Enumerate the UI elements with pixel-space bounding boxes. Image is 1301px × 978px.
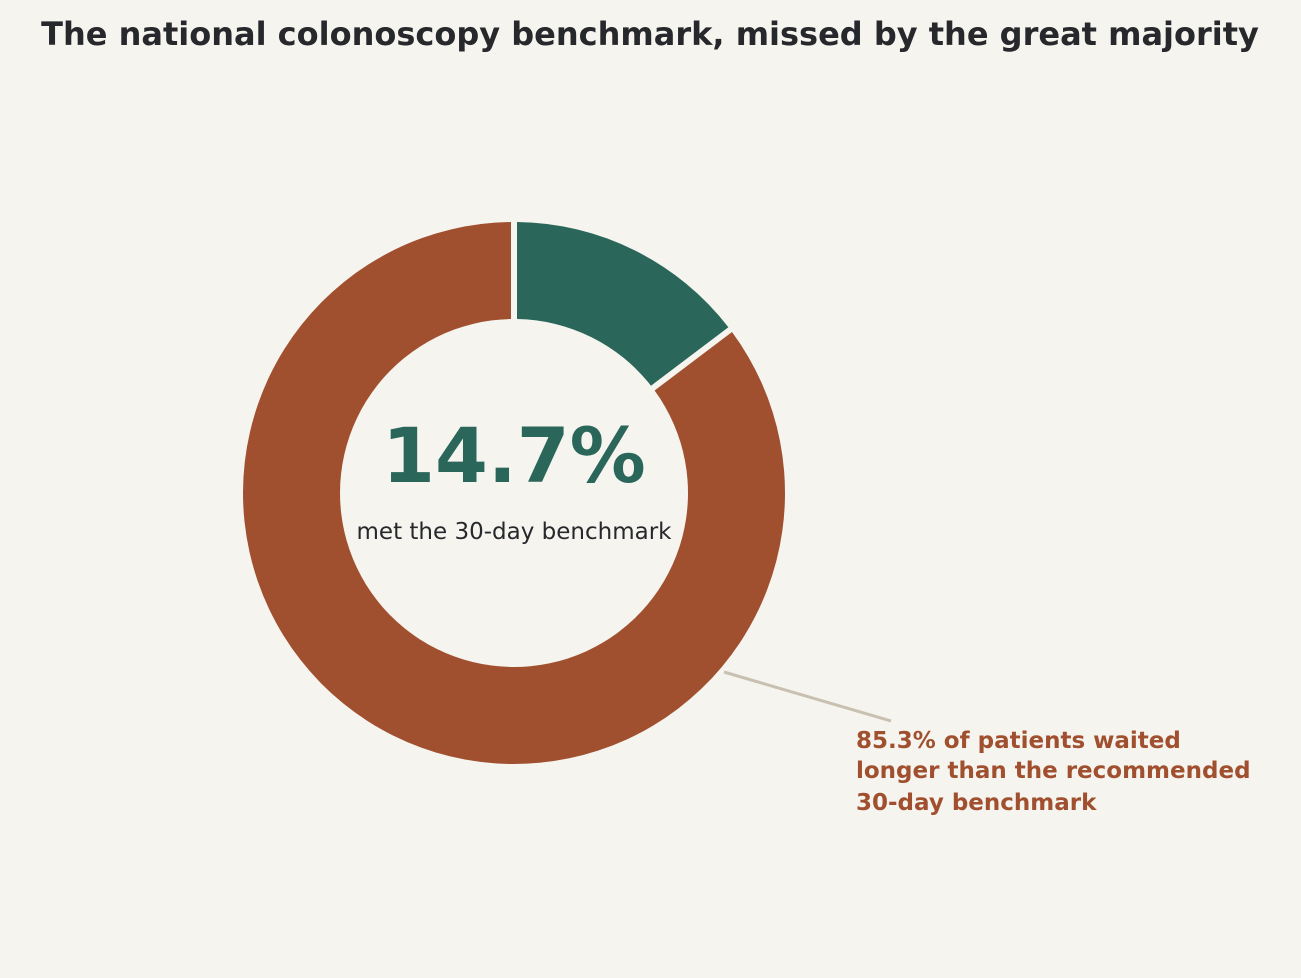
center-label: met the 30-day benchmark <box>357 519 673 545</box>
annotation-leader-line <box>723 670 892 723</box>
center-value: 14.7% <box>382 411 646 500</box>
annotation-line: 30-day benchmark <box>856 790 1097 816</box>
annotation-line: 85.3% of patients waited <box>856 728 1181 754</box>
annotation-line: longer than the recommended <box>856 758 1251 784</box>
donut-slice <box>242 222 785 764</box>
donut-slices <box>242 222 785 764</box>
donut-slice <box>516 222 729 386</box>
chart-title: The national colonoscopy benchmark, miss… <box>41 15 1259 53</box>
annotation-text: 85.3% of patients waited longer than the… <box>856 728 1259 816</box>
